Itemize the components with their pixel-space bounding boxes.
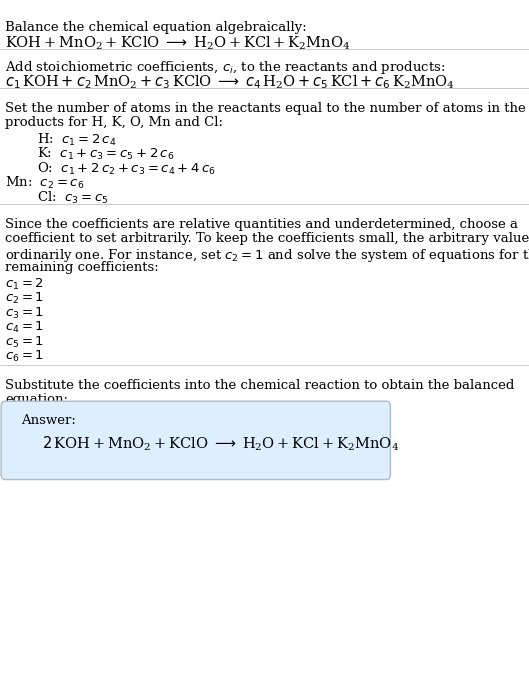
Text: ordinarily one. For instance, set $c_2 = 1$ and solve the system of equations fo: ordinarily one. For instance, set $c_2 =…	[5, 247, 529, 264]
Text: $c_6 = 1$: $c_6 = 1$	[5, 349, 44, 364]
Text: coefficient to set arbitrarily. To keep the coefficients small, the arbitrary va: coefficient to set arbitrarily. To keep …	[5, 232, 529, 245]
Text: Substitute the coefficients into the chemical reaction to obtain the balanced: Substitute the coefficients into the che…	[5, 379, 515, 392]
Text: $c_1\,\mathregular{KOH} + c_2\,\mathregular{MnO_2} + c_3\,\mathregular{KClO}$$\;: $c_1\,\mathregular{KOH} + c_2\,\mathregu…	[5, 74, 455, 91]
Text: $c_2 = 1$: $c_2 = 1$	[5, 291, 44, 306]
FancyBboxPatch shape	[1, 401, 390, 480]
Text: $2\,\mathregular{KOH + MnO_2 + KClO}$$\;\longrightarrow\;$$\mathregular{H_2O + K: $2\,\mathregular{KOH + MnO_2 + KClO}$$\;…	[42, 434, 399, 453]
Text: O:  $c_1 + 2\,c_2 + c_3 = c_4 + 4\,c_6$: O: $c_1 + 2\,c_2 + c_3 = c_4 + 4\,c_6$	[37, 161, 216, 177]
Text: Add stoichiometric coefficients, $c_i$, to the reactants and products:: Add stoichiometric coefficients, $c_i$, …	[5, 59, 445, 76]
Text: $c_1 = 2$: $c_1 = 2$	[5, 277, 44, 292]
Text: H:  $c_1 = 2\,c_4$: H: $c_1 = 2\,c_4$	[37, 132, 116, 148]
Text: Cl:  $c_3 = c_5$: Cl: $c_3 = c_5$	[37, 190, 108, 205]
Text: remaining coefficients:: remaining coefficients:	[5, 261, 159, 274]
Text: $c_4 = 1$: $c_4 = 1$	[5, 320, 44, 335]
Text: Mn:  $c_2 = c_6$: Mn: $c_2 = c_6$	[5, 175, 85, 191]
Text: K:  $c_1 + c_3 = c_5 + 2\,c_6$: K: $c_1 + c_3 = c_5 + 2\,c_6$	[37, 146, 175, 162]
Text: $\mathregular{KOH + MnO_2 + KClO}$$\;\longrightarrow\;$$\mathregular{H_2O + KCl : $\mathregular{KOH + MnO_2 + KClO}$$\;\lo…	[5, 34, 351, 52]
Text: equation:: equation:	[5, 393, 68, 406]
Text: Set the number of atoms in the reactants equal to the number of atoms in the: Set the number of atoms in the reactants…	[5, 102, 526, 115]
Text: products for H, K, O, Mn and Cl:: products for H, K, O, Mn and Cl:	[5, 116, 223, 129]
Text: $c_3 = 1$: $c_3 = 1$	[5, 306, 44, 321]
Text: Answer:: Answer:	[21, 414, 76, 427]
Text: $c_5 = 1$: $c_5 = 1$	[5, 335, 44, 350]
Text: Balance the chemical equation algebraically:: Balance the chemical equation algebraica…	[5, 21, 307, 34]
Text: Since the coefficients are relative quantities and underdetermined, choose a: Since the coefficients are relative quan…	[5, 218, 518, 231]
